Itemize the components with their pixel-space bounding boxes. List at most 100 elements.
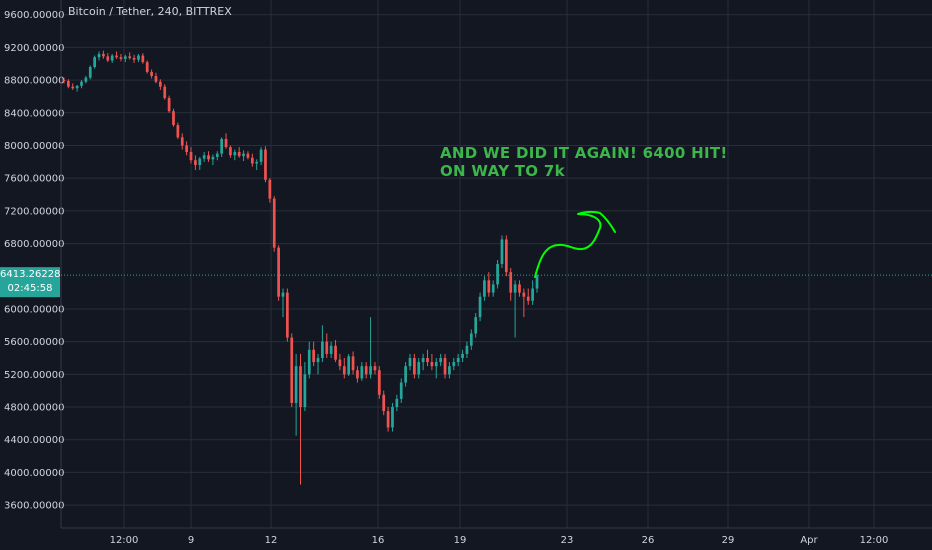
- candle: [145, 60, 149, 74]
- candle: [430, 353, 434, 371]
- candle-body: [290, 337, 294, 403]
- candle-body: [531, 288, 534, 301]
- candle-body: [321, 341, 324, 358]
- candle: [272, 196, 276, 252]
- candle-body: [408, 357, 412, 367]
- candle-body: [391, 407, 394, 428]
- candle: [312, 341, 315, 367]
- candle-body: [513, 284, 517, 293]
- candle: [141, 53, 145, 64]
- candle-body: [250, 157, 254, 164]
- x-tick-label: 16: [372, 535, 385, 546]
- candle: [417, 357, 421, 379]
- candle: [220, 137, 224, 157]
- candle: [137, 53, 140, 63]
- last-price-label: 6413.26228: [0, 269, 61, 281]
- candle: [342, 357, 346, 379]
- y-tick-label: 4800.00000: [4, 403, 64, 414]
- candle: [286, 288, 289, 342]
- candle: [237, 147, 241, 158]
- candle-body: [110, 55, 114, 61]
- candle-body: [102, 53, 105, 57]
- candle-body: [491, 284, 495, 293]
- candle: [132, 54, 136, 63]
- candle-body: [478, 296, 482, 318]
- candle-body: [123, 56, 127, 59]
- candle-body: [180, 137, 184, 146]
- candle-body: [229, 147, 232, 156]
- candle: [250, 153, 254, 167]
- candle: [364, 362, 368, 379]
- candle-body: [215, 153, 219, 157]
- candle-body: [347, 356, 351, 375]
- candle-body: [461, 353, 464, 358]
- candle: [180, 133, 184, 150]
- candle: [163, 84, 167, 100]
- candle: [307, 341, 311, 379]
- candle-body: [364, 366, 368, 375]
- candle-body: [268, 179, 272, 199]
- y-tick-label: 5200.00000: [4, 370, 64, 381]
- candle: [172, 108, 175, 127]
- candle: [360, 362, 364, 381]
- candle-body: [522, 292, 526, 297]
- candle-body: [141, 55, 145, 63]
- candle-body: [150, 71, 153, 77]
- last-price-badge: [0, 267, 60, 298]
- candle: [391, 402, 394, 432]
- candle: [504, 235, 508, 277]
- candle-body: [299, 366, 302, 408]
- candle-body: [272, 198, 276, 248]
- candle-body: [119, 57, 123, 59]
- candle-body: [395, 398, 399, 408]
- candle-body: [369, 366, 372, 375]
- annotation-line-1: AND WE DID IT AGAIN! 6400 HIT!: [440, 144, 728, 162]
- candle: [369, 317, 372, 379]
- candle-body: [277, 247, 280, 297]
- candle: [421, 353, 425, 371]
- candle-body: [281, 292, 285, 297]
- candle: [382, 390, 386, 416]
- candle-body: [137, 55, 140, 60]
- candle-body: [456, 357, 460, 363]
- x-tick-label: 29: [722, 535, 735, 546]
- candle: [316, 353, 320, 375]
- candle-body: [417, 362, 421, 375]
- candle-body: [483, 280, 486, 297]
- candle-body: [154, 76, 158, 82]
- candle: [268, 178, 272, 203]
- x-tick-label: Apr: [800, 535, 818, 546]
- candle: [496, 259, 499, 289]
- candle-body: [329, 345, 333, 354]
- candle-body: [474, 317, 478, 334]
- candle: [299, 353, 302, 485]
- candle-body: [185, 145, 188, 153]
- candle: [259, 147, 263, 166]
- x-tick-label: 19: [454, 535, 467, 546]
- candle-body: [469, 333, 473, 346]
- candle-body: [399, 382, 403, 399]
- candle-body: [132, 58, 136, 60]
- candle: [303, 362, 307, 412]
- candle: [264, 146, 267, 183]
- candle-body: [97, 53, 101, 58]
- candle: [97, 51, 101, 61]
- candle: [535, 274, 539, 293]
- y-tick-label: 6000.00000: [4, 304, 64, 315]
- candle: [448, 362, 451, 379]
- candle-body: [500, 239, 504, 264]
- candle: [246, 151, 250, 160]
- candle: [356, 366, 359, 383]
- candle-body: [294, 366, 298, 403]
- candle: [93, 55, 97, 69]
- candle-body: [382, 394, 386, 412]
- candle-body: [377, 370, 381, 395]
- candle: [509, 268, 513, 301]
- candle: [255, 159, 259, 171]
- candle: [84, 76, 88, 84]
- candle-body: [404, 366, 407, 383]
- candle-body: [434, 362, 438, 367]
- candle: [176, 122, 180, 139]
